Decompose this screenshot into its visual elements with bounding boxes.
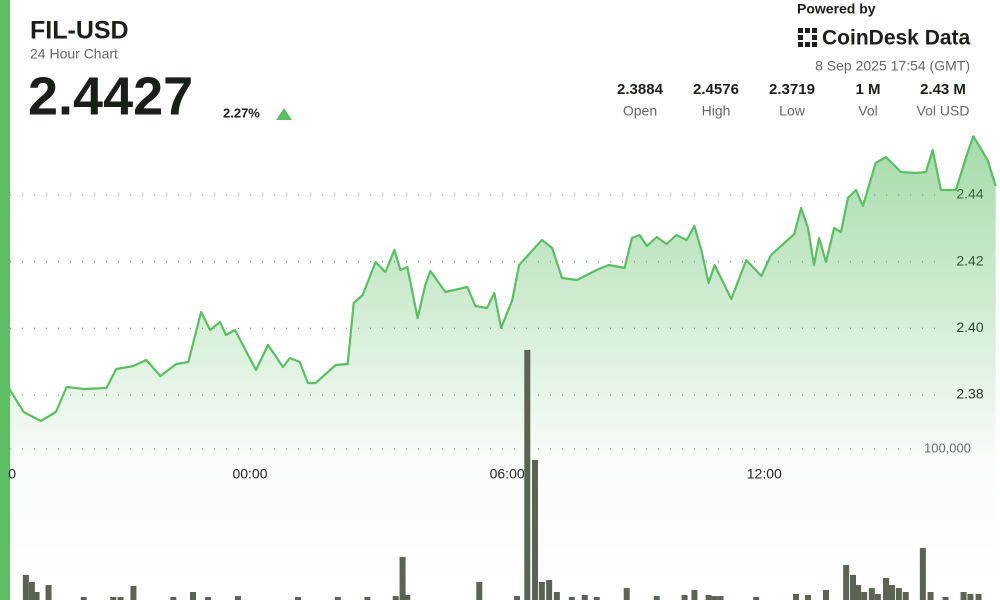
volume-bar (553, 591, 560, 600)
volume-bar (868, 588, 875, 600)
volume-bar (399, 556, 406, 600)
volume-bar (874, 593, 881, 600)
volume-bar (476, 582, 483, 600)
volume-bar (235, 596, 241, 600)
change: 2.27% (223, 105, 260, 120)
volume-bar (80, 596, 87, 600)
powered-by: Powered by (797, 1, 876, 17)
volume-bar (717, 596, 724, 600)
volume-bar (855, 585, 862, 600)
volume-bar (581, 595, 588, 600)
volume-bar (753, 596, 760, 600)
stat-value: 1 M (855, 81, 880, 98)
stat-label: High (702, 103, 731, 119)
stat-label: Vol USD (917, 103, 970, 119)
volume-bar (919, 548, 926, 600)
volume-bar (691, 590, 698, 600)
volume-bar (823, 590, 829, 600)
volume-bar (681, 595, 688, 600)
plot: 2.382.402.422.44100,000000:0006:0012:00 (7, 135, 997, 600)
volume-bar (532, 459, 538, 600)
volume-bar (110, 596, 117, 600)
volume-bar (45, 585, 52, 600)
volume-bar (883, 577, 889, 600)
volume-bar (514, 596, 520, 600)
stat-value: 2.4576 (693, 81, 739, 98)
volume-bar (205, 596, 211, 600)
volume-bar (793, 593, 799, 600)
volume-bar (392, 596, 399, 600)
volume-bar (170, 596, 177, 600)
volume-bar (861, 591, 868, 600)
volume-bar (975, 593, 982, 600)
volume-bar (895, 588, 902, 600)
volume-bar (524, 349, 531, 600)
volume-bar (960, 591, 967, 600)
price-area (8, 136, 996, 600)
title: FIL-USD (30, 17, 129, 45)
volume-bar (22, 574, 29, 600)
volume-bar (850, 574, 856, 600)
volume-bar (889, 585, 895, 600)
stats: 2.3884 Open 2.4576 High 2.3719 Low 1 M Vol 2.43 … (617, 81, 969, 119)
volume-bar (653, 596, 660, 600)
volume-bar (927, 591, 934, 600)
volume-bar (33, 591, 40, 600)
subtitle: 24 Hour Chart (30, 46, 118, 62)
volume-bar (967, 593, 974, 600)
stat-value: 2.3719 (769, 81, 815, 98)
volume-bar (190, 591, 196, 600)
volume-bar (546, 580, 553, 600)
brand-logo (798, 28, 817, 47)
price: 2.4427 (28, 66, 193, 126)
up-arrow (276, 108, 292, 120)
stat-label: Vol (858, 103, 877, 119)
volume-bar (593, 596, 600, 600)
volume-bar (843, 564, 850, 600)
volume-bar (902, 591, 909, 600)
accent-bar (0, 0, 10, 600)
stat-value: 2.3884 (617, 81, 664, 98)
brand: CoinDesk Data (822, 27, 971, 50)
volume-bar (568, 596, 575, 600)
volume-bar (334, 596, 341, 600)
volume-bar (130, 585, 137, 600)
volume-bar (711, 596, 718, 600)
volume-bar (705, 595, 712, 600)
stat-label: Low (779, 103, 806, 119)
volume-bar (295, 596, 301, 600)
volume-bar (805, 595, 811, 600)
volume-bar (623, 588, 630, 600)
volume-bar (538, 582, 545, 600)
stat-label: Open (623, 103, 657, 119)
volume-bar (364, 596, 371, 600)
volume-bar (28, 582, 35, 600)
timestamp: 8 Sep 2025 17:54 (GMT) (815, 58, 970, 74)
volume-bar (117, 596, 124, 600)
price-line (7, 135, 997, 423)
stat-value: 2.43 M (920, 81, 966, 98)
volume-bar (942, 596, 949, 600)
volume-bar (404, 595, 411, 600)
